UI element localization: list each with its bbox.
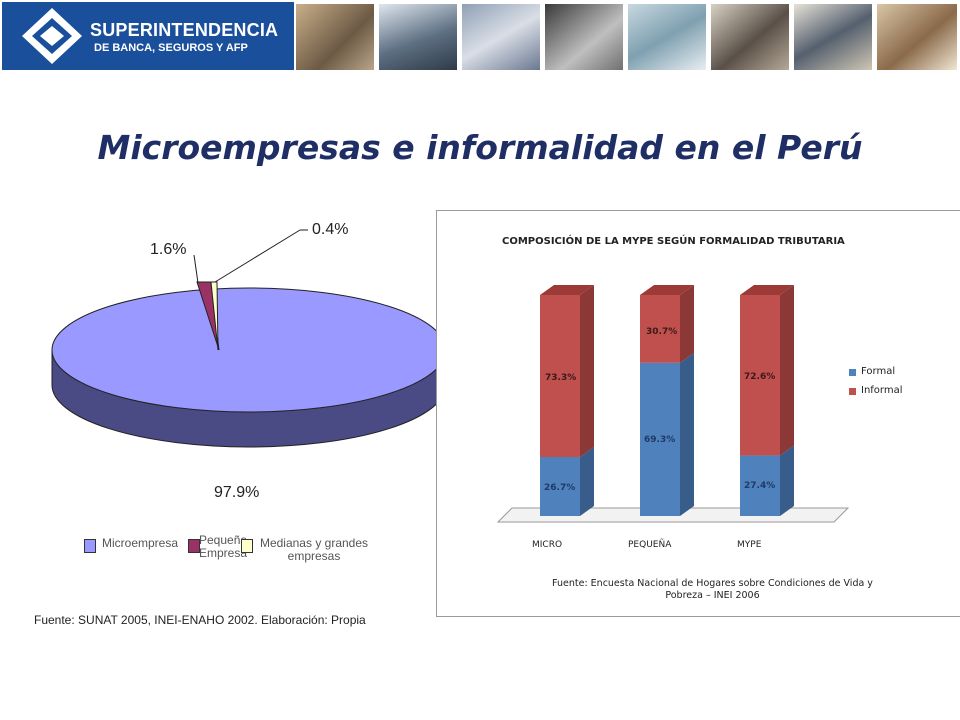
bar-side-micro-formal: [580, 446, 594, 516]
header-banner: SUPERINTENDENCIA DE BANCA, SEGUROS Y AFP: [0, 0, 960, 72]
bar-pequena-informal: [640, 295, 680, 363]
pie-label-medianas: 0.4%: [312, 221, 349, 238]
bar-side-mype-informal: [780, 285, 794, 456]
bar-side-mype-formal: [780, 445, 794, 516]
bar-side-micro-informal: [580, 285, 594, 457]
label-mype-formal: 27.4%: [744, 481, 776, 491]
bar-pequena-formal: [640, 362, 680, 516]
logo-diamond-icon: [22, 8, 82, 64]
label-pequena-formal: 69.3%: [644, 435, 676, 445]
legend-label-medianas: Medianas y grandes empresas: [259, 536, 369, 563]
source-right: Fuente: Encuesta Nacional de Hogares sob…: [552, 578, 873, 601]
legend-swatch-pequena: [188, 539, 200, 553]
label-mype-informal: 72.6%: [744, 372, 776, 382]
bar-chart-panel: [436, 210, 960, 617]
source-left: Fuente: SUNAT 2005, INEI-ENAHO 2002. Ela…: [34, 613, 366, 627]
photo-signing: [877, 4, 957, 70]
legend-swatch-formal: [849, 369, 856, 376]
legend-swatch-informal: [849, 388, 856, 395]
legend-label-formal: Formal: [861, 366, 896, 377]
legend-label-informal: Informal: [861, 385, 903, 396]
bar-micro-informal: [540, 295, 580, 457]
bar-mype-formal: [740, 455, 780, 516]
photo-money: [628, 4, 706, 70]
bar-top-micro: [540, 285, 594, 295]
page-title: Microempresas e informalidad en el Perú: [97, 128, 863, 167]
bar-chart-title: COMPOSICIÓN DE LA MYPE SEGÚN FORMALIDAD …: [502, 236, 845, 247]
legend-label-pequena: Pequeña Empresa: [199, 533, 248, 560]
bar-side-pequena-informal: [680, 285, 694, 363]
category-pequena: PEQUEÑA: [628, 540, 672, 550]
photo-credit-card: [296, 4, 374, 70]
photo-meeting: [794, 4, 872, 70]
photo-building: [379, 4, 457, 70]
legend-swatch-microempresa: [84, 539, 96, 553]
bar-side-pequena-formal: [680, 352, 694, 516]
pie-slice-medianas: [210, 281, 219, 351]
pie-slice-microempresa: [51, 287, 447, 413]
legend-label-microempresa: Microempresa: [102, 536, 179, 550]
category-mype: MYPE: [737, 540, 762, 550]
legend-swatch-medianas: [241, 539, 253, 553]
sbs-logo: SUPERINTENDENCIA DE BANCA, SEGUROS Y AFP: [2, 2, 294, 70]
label-micro-formal: 26.7%: [544, 483, 576, 493]
leader-line-1-6: [193, 254, 199, 284]
category-micro: MICRO: [532, 540, 563, 550]
label-pequena-informal: 30.7%: [646, 327, 678, 337]
logo-line-2: DE BANCA, SEGUROS Y AFP: [94, 42, 248, 54]
bar-top-pequena: [640, 285, 694, 295]
photo-keyboard: [462, 4, 540, 70]
pie-label-microempresa: 97.9%: [214, 484, 260, 501]
label-micro-informal: 73.3%: [545, 373, 577, 383]
pie-chart: [51, 229, 447, 448]
logo-line-1: SUPERINTENDENCIA: [90, 20, 279, 40]
bar-mype-informal: [740, 295, 780, 456]
bar-top-mype: [740, 285, 794, 295]
photo-card-terminal: [711, 4, 789, 70]
leader-line-0-4: [214, 229, 301, 283]
photo-laptop: [545, 4, 623, 70]
bar-micro-formal: [540, 456, 580, 516]
pie-label-pequena: 1.6%: [150, 241, 187, 258]
bar-chart: [496, 285, 850, 523]
